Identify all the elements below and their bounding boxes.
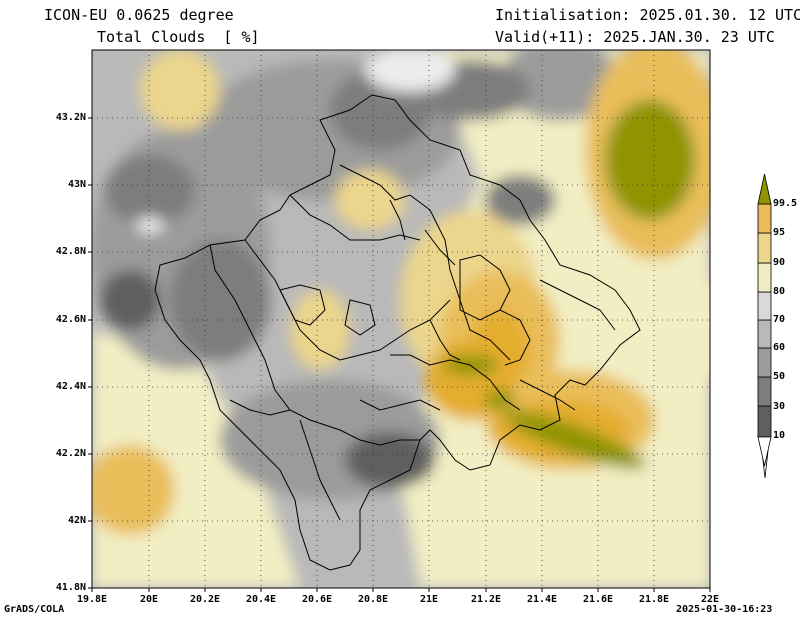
- x-tick-label: 20.4E: [245, 594, 277, 605]
- x-tick-label: 20.8E: [357, 594, 389, 605]
- y-tick-label: 42.6N: [55, 314, 86, 325]
- legend-label: 50: [773, 371, 786, 382]
- legend-label: 30: [773, 401, 786, 412]
- x-tick-label: 21.2E: [470, 594, 502, 605]
- x-tick-label: 20.6E: [301, 594, 333, 605]
- x-tick-label: 22E: [700, 594, 720, 605]
- legend-bar: [757, 173, 772, 479]
- legend-label: 95: [773, 227, 786, 238]
- footer-timestamp: 2025-01-30-16:23: [676, 604, 773, 615]
- valid-time: Valid(+11): 2025.JAN.30. 23 UTC: [495, 28, 775, 46]
- legend-label: 80: [773, 286, 786, 297]
- y-tick-label: 42.2N: [55, 448, 86, 459]
- legend-label: 60: [773, 342, 786, 353]
- y-tick-label: 42.8N: [55, 246, 86, 257]
- y-tick-label: 43N: [67, 179, 86, 190]
- tick-marks: [88, 117, 711, 592]
- y-tick-label: 43.2N: [55, 112, 86, 123]
- model-title: ICON-EU 0.0625 degree: [44, 6, 234, 24]
- x-tick-label: 21.8E: [638, 594, 670, 605]
- x-tick-label: 20E: [139, 594, 159, 605]
- legend-label: 10: [773, 430, 786, 441]
- x-tick-label: 19.8E: [76, 594, 108, 605]
- map-frame: [91, 49, 711, 589]
- x-tick-label: 21.6E: [582, 594, 614, 605]
- boundaries: [154, 94, 641, 571]
- footer-credit: GrADS/COLA: [4, 604, 65, 615]
- legend-label: 70: [773, 314, 786, 325]
- x-tick-label: 20.2E: [189, 594, 221, 605]
- x-tick-label: 21E: [419, 594, 439, 605]
- y-tick-label: 42N: [67, 515, 86, 526]
- y-tick-label: 41.8N: [55, 582, 86, 593]
- y-tick-label: 42.4N: [55, 381, 86, 392]
- legend-label: 90: [773, 257, 786, 268]
- cloud-field: [92, 50, 710, 588]
- x-tick-label: 21.4E: [526, 594, 558, 605]
- field-title: Total Clouds [ %]: [97, 28, 260, 46]
- legend-label: 99.5: [773, 198, 798, 209]
- init-time: Initialisation: 2025.01.30. 12 UTC: [495, 6, 800, 24]
